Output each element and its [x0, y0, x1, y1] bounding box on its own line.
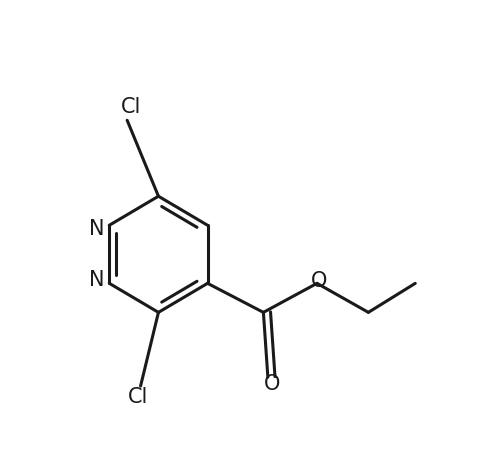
Text: O: O	[310, 271, 327, 291]
Text: N: N	[89, 270, 104, 290]
Text: Cl: Cl	[120, 97, 141, 117]
Text: O: O	[264, 374, 280, 394]
Text: Cl: Cl	[128, 387, 148, 407]
Text: N: N	[89, 219, 104, 239]
